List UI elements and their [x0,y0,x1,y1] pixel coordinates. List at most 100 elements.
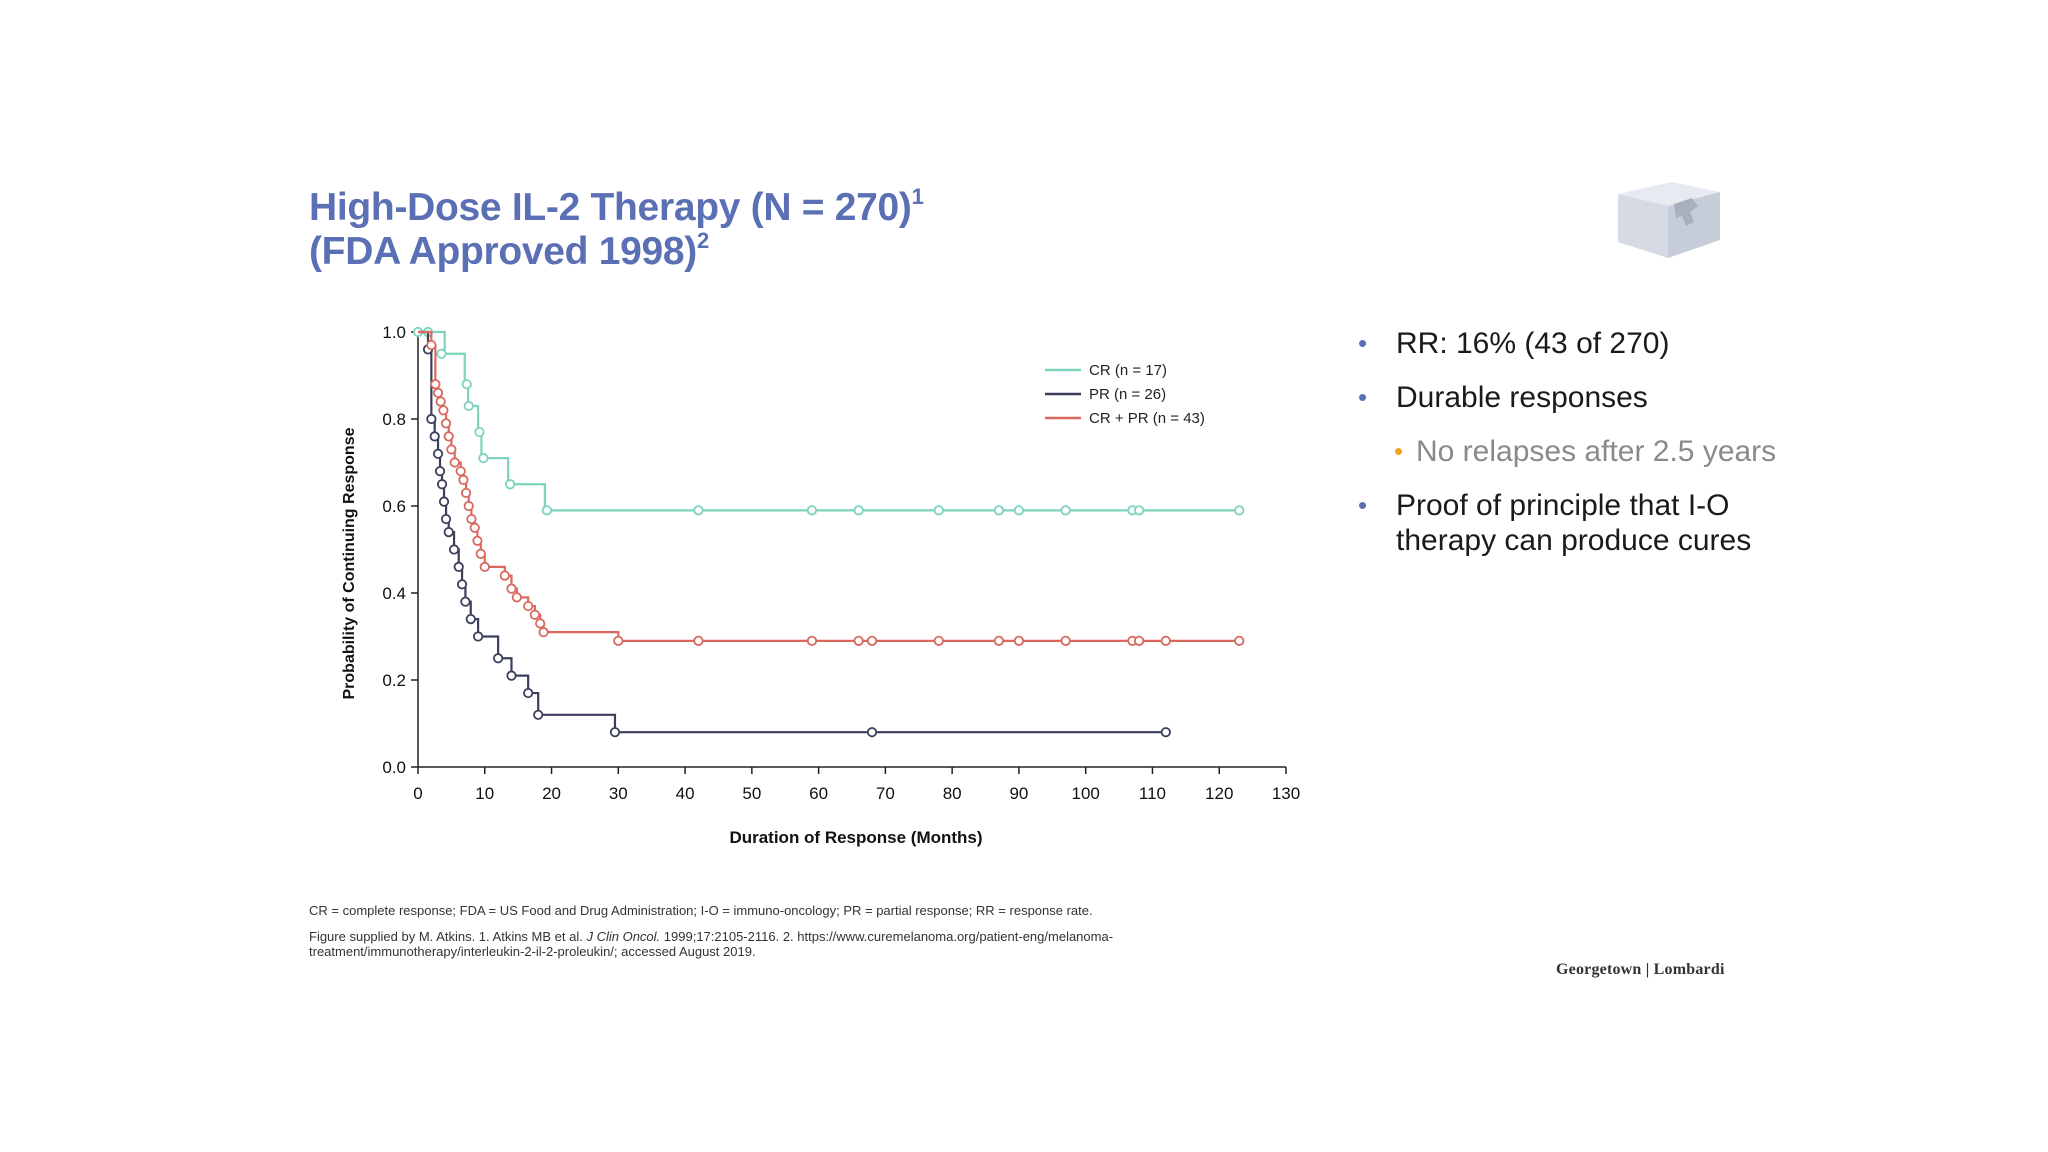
legend-label: CR (n = 17) [1089,362,1167,379]
censor-marker [472,631,484,642]
censor-marker [463,400,474,412]
x-tick-label: 10 [475,784,494,803]
censor-marker [853,635,864,646]
y-axis-label: Probability of Continuing Response [341,427,358,699]
censor-marker [426,339,437,351]
title-line-1-superscript: 1 [911,184,924,209]
title-line-1: High-Dose IL-2 Therapy (N = 270)1 [309,186,1209,230]
censor-marker [533,709,544,720]
censor-marker [455,466,466,477]
censor-marker [1234,505,1245,516]
bullet-proof-of-principle: Proof of principle that I-O therapy can … [1358,488,1778,558]
censor-marker [460,487,472,499]
footnote-references: Figure supplied by M. Atkins. 1. Atkins … [309,929,1249,959]
censor-marker [469,522,480,533]
censor-marker [460,596,471,607]
chart-ticks: 0 10 20 30 40 50 60 70 80 90 100 110 120 130 0.0 0.2 0.4… [382,323,1300,803]
censor-marker [613,635,624,646]
censor-marker [434,466,446,477]
y-tick-label: 0.4 [382,584,406,603]
censor-marker [475,548,486,559]
censor-marker [440,513,452,525]
x-tick-label: 0 [413,784,422,803]
censor-marker [866,635,878,646]
censor-marker [1160,635,1171,646]
y-tick-label: 0.0 [382,758,406,777]
x-tick-label: 80 [943,784,962,803]
censor-marker [1234,635,1245,646]
title-line-2: (FDA Approved 1998)2 [309,230,1209,274]
censor-marker [478,453,489,464]
x-tick-label: 130 [1272,784,1300,803]
chart-axes [417,332,1286,768]
x-tick-label: 90 [1009,784,1028,803]
slide-title: High-Dose IL-2 Therapy (N = 270)1 (FDA A… [309,186,1209,274]
legend-item: PR (n = 26) [1045,386,1166,403]
censor-marker [493,653,504,664]
censor-marker [538,627,549,638]
footnote-references-post: 1999;17:2105-2116. 2. https://www.cureme… [309,929,1114,959]
censor-marker [443,526,454,538]
georgetown-lombardi-brand: Georgetown | Lombardi [1556,961,1725,978]
censor-marker [446,444,457,455]
censor-marker [448,544,460,555]
x-tick-label: 70 [876,784,895,803]
chart-series [412,326,1245,738]
bullet-durable-responses: Durable responses [1358,380,1778,415]
censor-marker [436,479,448,490]
x-tick-label: 110 [1139,784,1166,803]
censor-marker [463,500,474,512]
censor-marker [466,513,477,525]
legend-item: CR (n = 17) [1045,362,1167,379]
x-tick-label: 100 [1072,784,1100,803]
censor-marker [461,379,472,390]
censor-marker [499,570,510,581]
censor-marker [1060,635,1071,646]
censor-marker [1160,727,1171,738]
x-tick-label: 20 [542,784,561,803]
censor-marker [438,405,449,416]
x-tick-label: 40 [676,784,695,803]
censor-marker [435,396,446,407]
censor-marker [465,613,476,625]
sub-bullet-no-relapses: No relapses after 2.5 years [1358,434,1778,469]
censor-marker [806,505,818,516]
censor-marker [1134,505,1145,516]
censor-marker [693,635,704,646]
censor-marker [535,618,546,629]
footnote-journal: J Clin Oncol. [586,929,661,944]
legend-label: PR (n = 26) [1089,386,1166,403]
censor-marker [458,474,469,485]
censor-marker [430,379,441,390]
x-tick-label: 30 [609,784,628,803]
title-line-2-superscript: 2 [696,228,709,253]
censor-marker [432,448,444,459]
censor-marker [1060,505,1071,516]
censor-marker [506,670,517,681]
censor-marker [438,496,450,507]
censor-marker [436,348,447,359]
x-tick-label: 120 [1205,784,1233,803]
title-line-2-text: (FDA Approved 1998) [309,230,697,273]
censor-marker [474,426,485,438]
censor-marker [853,505,864,516]
y-tick-label: 0.6 [382,497,406,516]
censor-marker [479,561,490,573]
censor-marker [993,505,1004,516]
censor-marker [453,561,464,573]
bullet-list: RR: 16% (43 of 270) Durable responses No… [1358,326,1778,577]
censor-marker [529,609,540,620]
censor-marker [511,592,522,603]
censor-marker [1134,635,1145,646]
legend-label: CR + PR (n = 43) [1089,410,1205,427]
censor-marker [523,687,534,699]
footnote-abbreviations: CR = complete response; FDA = US Food an… [309,903,1093,918]
y-tick-label: 0.2 [382,671,406,690]
censor-marker [609,727,621,738]
censor-marker [993,635,1004,646]
censor-marker [440,418,452,429]
censor-marker [472,535,483,546]
censor-marker [505,479,516,490]
censor-marker [1013,505,1025,516]
